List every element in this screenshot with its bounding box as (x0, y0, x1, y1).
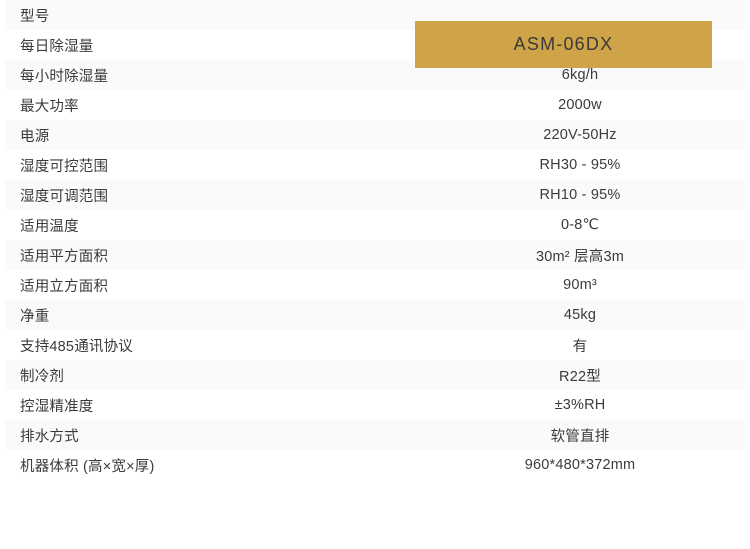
spec-table: 型号每日除湿量144L/D每小时除湿量6kg/h最大功率2000w电源220V-… (5, 8, 745, 480)
spec-label: 湿度可控范围 (20, 158, 109, 175)
spec-label: 型号 (20, 8, 50, 25)
spec-label: 排水方式 (20, 428, 79, 445)
spec-value: 6kg/h (561, 67, 599, 83)
model-highlight-banner: ASM-06DX (415, 21, 712, 68)
spec-value: 30m² 层高3m (535, 248, 624, 265)
spec-label: 电源 (20, 128, 50, 145)
spec-value: RH30 - 95% (539, 157, 621, 173)
spec-value: 2000w (558, 97, 602, 113)
spec-label: 最大功率 (20, 98, 79, 115)
table-row: 排水方式 软管直排 (5, 420, 745, 450)
spec-label: 控湿精准度 (20, 398, 94, 415)
spec-value: 960*480*372mm (524, 457, 636, 473)
spec-label: 适用平方面积 (20, 248, 109, 265)
spec-label: 净重 (20, 308, 50, 325)
spec-value: 有 (572, 338, 588, 355)
table-row: 最大功率 2000w (5, 90, 745, 120)
spec-value: ±3%RH (554, 397, 606, 413)
spec-value: 软管直排 (550, 428, 610, 445)
table-row: 适用温度 0-8℃ (5, 210, 745, 240)
spec-value: 220V-50Hz (543, 127, 617, 143)
table-row: 支持485通讯协议 有 (5, 330, 745, 360)
table-row: 控湿精准度 ±3%RH (5, 390, 745, 420)
spec-value: 0-8℃ (560, 217, 600, 233)
table-row: 制冷剂 R22型 (5, 360, 745, 390)
spec-value: RH10 - 95% (539, 187, 621, 203)
spec-value: R22型 (559, 368, 601, 385)
spec-label: 每日除湿量 (20, 38, 94, 55)
spec-label: 机器体积 (高×宽×厚) (20, 458, 155, 475)
spec-label: 每小时除湿量 (20, 68, 109, 85)
table-row: 适用立方面积 90m³ (5, 270, 745, 300)
table-row: 湿度可调范围 RH10 - 95% (5, 180, 745, 210)
table-row: 机器体积 (高×宽×厚) 960*480*372mm (5, 450, 745, 480)
table-row: 电源 220V-50Hz (5, 120, 745, 150)
spec-value: 45kg (563, 307, 597, 323)
table-row: 湿度可控范围 RH30 - 95% (5, 150, 745, 180)
spec-label: 支持485通讯协议 (20, 338, 133, 355)
spec-label: 适用温度 (20, 218, 79, 235)
table-row: 适用平方面积 30m² 层高3m (5, 240, 745, 270)
table-row: 净重 45kg (5, 300, 745, 330)
model-value: ASM-06DX (513, 34, 614, 54)
spec-value: 90m³ (563, 277, 597, 293)
spec-label: 适用立方面积 (20, 278, 109, 295)
spec-label: 湿度可调范围 (20, 188, 109, 205)
spec-label: 制冷剂 (20, 368, 65, 385)
